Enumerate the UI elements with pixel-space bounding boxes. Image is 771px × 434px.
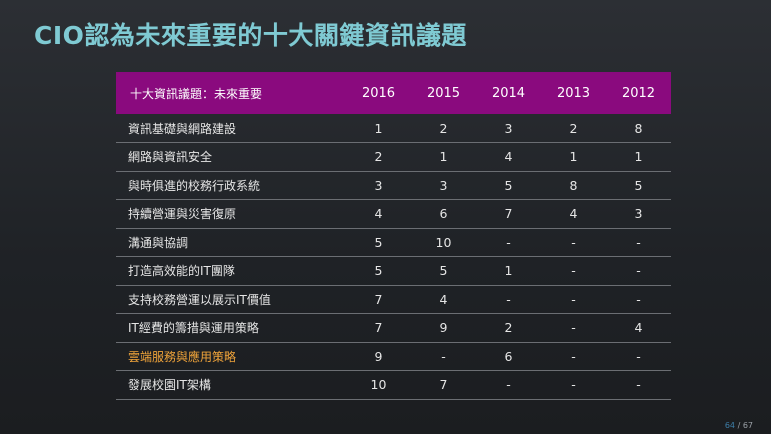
issue-label: 持續營運與災害復原: [116, 199, 346, 229]
issue-label: 資訊基礎與網路建設: [116, 114, 346, 143]
table-row: 發展校園IT架構 10 7- - -: [116, 370, 671, 400]
rank-cell: 10: [346, 370, 411, 400]
rank-cell: 3: [476, 114, 541, 143]
rank-cell: 4: [606, 313, 671, 343]
rank-cell: 9: [346, 342, 411, 371]
rank-cell: 4: [541, 199, 606, 229]
rank-cell: 8: [541, 171, 606, 200]
rank-cell: 2: [346, 142, 411, 172]
rank-cell: 7: [346, 313, 411, 343]
rank-cell: -: [411, 342, 476, 371]
rank-cell: -: [476, 370, 541, 400]
rank-cell: 4: [476, 142, 541, 172]
rank-cell: -: [541, 370, 606, 400]
page-separator: /: [735, 421, 743, 430]
slide-title: CIO認為未來重要的十大關鍵資訊議題: [34, 21, 467, 50]
rank-cell: -: [606, 228, 671, 257]
rank-cell: 5: [411, 256, 476, 286]
table-row: 打造高效能的IT團隊 5 5 1- -: [116, 256, 671, 286]
table-row: 資訊基礎與網路建設 1 2 3 2 8: [116, 114, 671, 143]
rank-cell: 7: [411, 370, 476, 400]
rank-cell: 1: [476, 256, 541, 286]
rank-cell: 3: [606, 199, 671, 229]
page-current: 64: [724, 421, 736, 430]
issue-label: IT經費的籌措與運用策略: [116, 313, 346, 343]
rank-cell: 5: [346, 256, 411, 286]
rank-cell: 1: [346, 114, 411, 143]
header-year-2014: 2014: [491, 85, 526, 101]
rank-cell: 10: [411, 228, 476, 257]
rank-cell: 2: [476, 313, 541, 343]
table-header-row: 十大資訊議題：未來重要 2016 2015 2014 2013 2012: [116, 72, 671, 114]
rank-cell: 1: [411, 142, 476, 172]
rank-cell: 2: [541, 114, 606, 143]
rank-cell: 8: [606, 114, 671, 143]
rank-cell: -: [606, 285, 671, 314]
header-year-2015: 2015: [426, 85, 461, 101]
table-row: 溝通與協調 5 10- - -: [116, 228, 671, 257]
table-row: 網路與資訊安全 2 1 4 1 1: [116, 142, 671, 172]
rank-cell: 4: [346, 199, 411, 229]
table-row: IT經費的籌措與運用策略 7 9 2-4: [116, 313, 671, 343]
rank-cell: -: [606, 342, 671, 371]
header-year-2012: 2012: [621, 85, 656, 101]
rank-cell: -: [541, 285, 606, 314]
header-year-2013: 2013: [556, 85, 591, 101]
issue-label: 發展校園IT架構: [116, 370, 346, 400]
rank-cell: 5: [346, 228, 411, 257]
rank-cell: 5: [606, 171, 671, 200]
rank-cell: 3: [346, 171, 411, 200]
rank-cell: -: [476, 285, 541, 314]
rank-cell: 7: [346, 285, 411, 314]
rank-cell: 1: [541, 142, 606, 172]
rank-cell: 6: [476, 342, 541, 371]
rank-cell: 9: [411, 313, 476, 343]
rank-cell: 6: [411, 199, 476, 229]
rank-cell: -: [476, 228, 541, 257]
table-row: 與時俱進的校務行政系統 3 3 5 8 5: [116, 171, 671, 200]
rank-cell: 3: [411, 171, 476, 200]
header-year-2016: 2016: [361, 85, 396, 101]
rank-cell: 5: [476, 171, 541, 200]
issue-label: 支持校務營運以展示IT價值: [116, 285, 346, 314]
issue-label: 雲端服務與應用策略: [116, 342, 346, 371]
table-row: 持續營運與災害復原 4 6 7 4 3: [116, 199, 671, 229]
page-number: 64 / 67: [725, 421, 753, 430]
rank-cell: 1: [606, 142, 671, 172]
rank-cell: -: [541, 313, 606, 343]
header-issue: 十大資訊議題：未來重要: [130, 86, 263, 101]
rank-cell: -: [541, 342, 606, 371]
issue-label: 溝通與協調: [116, 228, 346, 257]
issue-label: 與時俱進的校務行政系統: [116, 171, 346, 200]
rank-cell: 7: [476, 199, 541, 229]
table-row: 雲端服務與應用策略 9-6- -: [116, 342, 671, 371]
rank-cell: -: [606, 370, 671, 400]
rank-cell: -: [606, 256, 671, 286]
issues-ranking-table: 十大資訊議題：未來重要 2016 2015 2014 2013 2012 資訊基…: [116, 72, 671, 400]
rank-cell: -: [541, 228, 606, 257]
rank-cell: 2: [411, 114, 476, 143]
issue-label: 打造高效能的IT團隊: [116, 256, 346, 286]
table-row: 支持校務營運以展示IT價值 7 4- - -: [116, 285, 671, 314]
issue-label: 網路與資訊安全: [116, 142, 346, 172]
page-total: 67: [742, 421, 753, 430]
rank-cell: 4: [411, 285, 476, 314]
rank-cell: -: [541, 256, 606, 286]
